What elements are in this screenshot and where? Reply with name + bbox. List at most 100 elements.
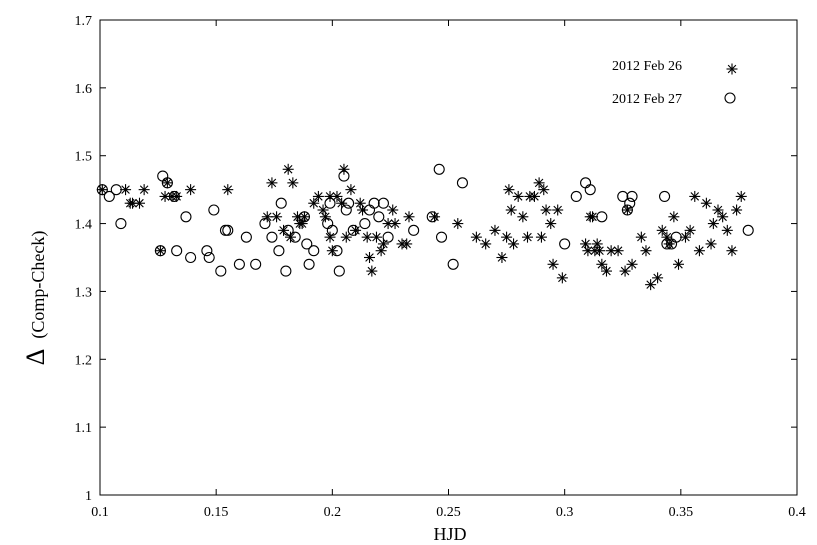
data-point-asterisk [535,231,547,243]
y-axis-title: Δ (Comp-Check) [21,231,50,366]
data-point-asterisk [331,190,343,202]
data-point-asterisk [387,204,399,216]
data-point-circle [185,251,197,264]
data-point-asterisk [401,238,413,250]
data-point-circle [433,163,445,175]
data-point-asterisk [684,224,696,236]
data-point-circle [659,190,671,202]
data-point-asterisk [389,218,401,230]
data-point-asterisk [717,211,729,223]
data-point-asterisk [652,272,664,284]
data-point-circle [373,211,385,223]
data-point-circle [324,197,336,209]
data-point-circle [208,204,220,216]
data-point-asterisk [452,218,464,230]
y-tick-label: 1 [85,489,92,504]
data-point-asterisk [350,224,362,236]
data-point-circle [377,197,389,209]
data-point-circle [570,190,582,202]
data-point-asterisk [689,190,701,202]
data-point-asterisk [596,258,608,270]
legend-marker-asterisk [726,63,738,75]
y-axis-title-symbol: Δ [21,349,50,366]
data-point-circle [115,218,127,230]
data-point-circle [222,224,234,236]
data-point-asterisk [521,231,533,243]
data-point-asterisk [364,252,376,263]
data-point-asterisk [645,279,657,291]
data-point-asterisk [640,245,652,257]
legend-circle [724,92,736,104]
data-point-circle [322,218,334,230]
data-point-asterisk [345,184,357,196]
data-point-asterisk [366,265,378,277]
data-point-asterisk [721,224,733,236]
y-axis-title-text: (Comp-Check) [28,231,49,339]
data-point-circle [266,231,278,243]
data-point-asterisk [656,224,668,236]
data-point-circle [624,197,636,209]
x-tick-label: 0.1 [91,505,109,520]
data-point-asterisk [266,177,278,189]
legend: 2012 Feb 26 2012 Feb 27 [612,59,738,107]
x-tick-label: 0.15 [204,505,229,520]
data-point-circle [333,265,345,277]
data-point-asterisk [582,245,594,257]
data-point-asterisk [133,197,145,209]
data-point-asterisk [319,211,331,223]
data-point-circle [168,190,180,202]
x-axis-title: HJD [433,524,466,544]
data-point-circle [617,190,629,202]
data-point-circle [171,245,183,257]
data-point-circle [670,231,682,243]
data-point-circle [303,258,315,270]
data-point-circle [110,184,122,196]
data-point-asterisk [298,211,310,223]
data-point-circle [96,184,108,196]
y-tick-label: 1.2 [75,353,93,368]
y-tick-label: 1.6 [75,82,93,97]
data-point-circle [596,211,608,223]
data-point-circle [338,170,350,182]
x-tick-label: 0.25 [436,505,461,520]
data-point-circle [180,211,192,223]
data-point-asterisk [731,204,743,216]
data-point-asterisk [528,190,540,202]
data-point-circle [308,245,320,257]
data-point-asterisk [621,204,633,216]
data-point-asterisk [324,231,336,243]
data-point-circle [154,245,166,257]
data-point-asterisk [612,245,624,257]
data-point-asterisk [501,231,513,243]
data-point-asterisk [635,231,647,243]
data-point-asterisk [540,204,552,216]
data-point-circle [742,224,754,236]
x-tick-label: 0.3 [556,505,574,520]
y-tick-label: 1.3 [75,285,93,300]
data-point-circle [215,265,227,277]
legend-asterisk [726,63,738,75]
data-point-circle [219,224,232,236]
data-point-circle [661,238,673,250]
data-point-circle [103,190,115,202]
data-point-circle [289,231,301,243]
data-point-asterisk [726,245,738,257]
data-point-circle [259,218,271,230]
data-point-circle [382,231,394,243]
data-point-asterisk [185,184,197,196]
data-point-asterisk [317,204,329,216]
data-point-circle [233,258,245,270]
data-point-asterisk [403,211,415,223]
data-point-asterisk [547,258,559,270]
data-point-asterisk [340,231,352,243]
x-ticks: 0.1 0.15 0.2 0.25 0.3 0.35 0.4 [91,20,806,520]
data-point-asterisk [429,211,441,223]
data-point-circle [250,258,262,270]
data-point-asterisk [735,190,747,202]
data-point-asterisk [282,163,294,175]
data-point-circle [580,177,592,189]
data-points [96,163,754,291]
data-point-asterisk [626,258,638,270]
data-point-asterisk [545,218,557,230]
